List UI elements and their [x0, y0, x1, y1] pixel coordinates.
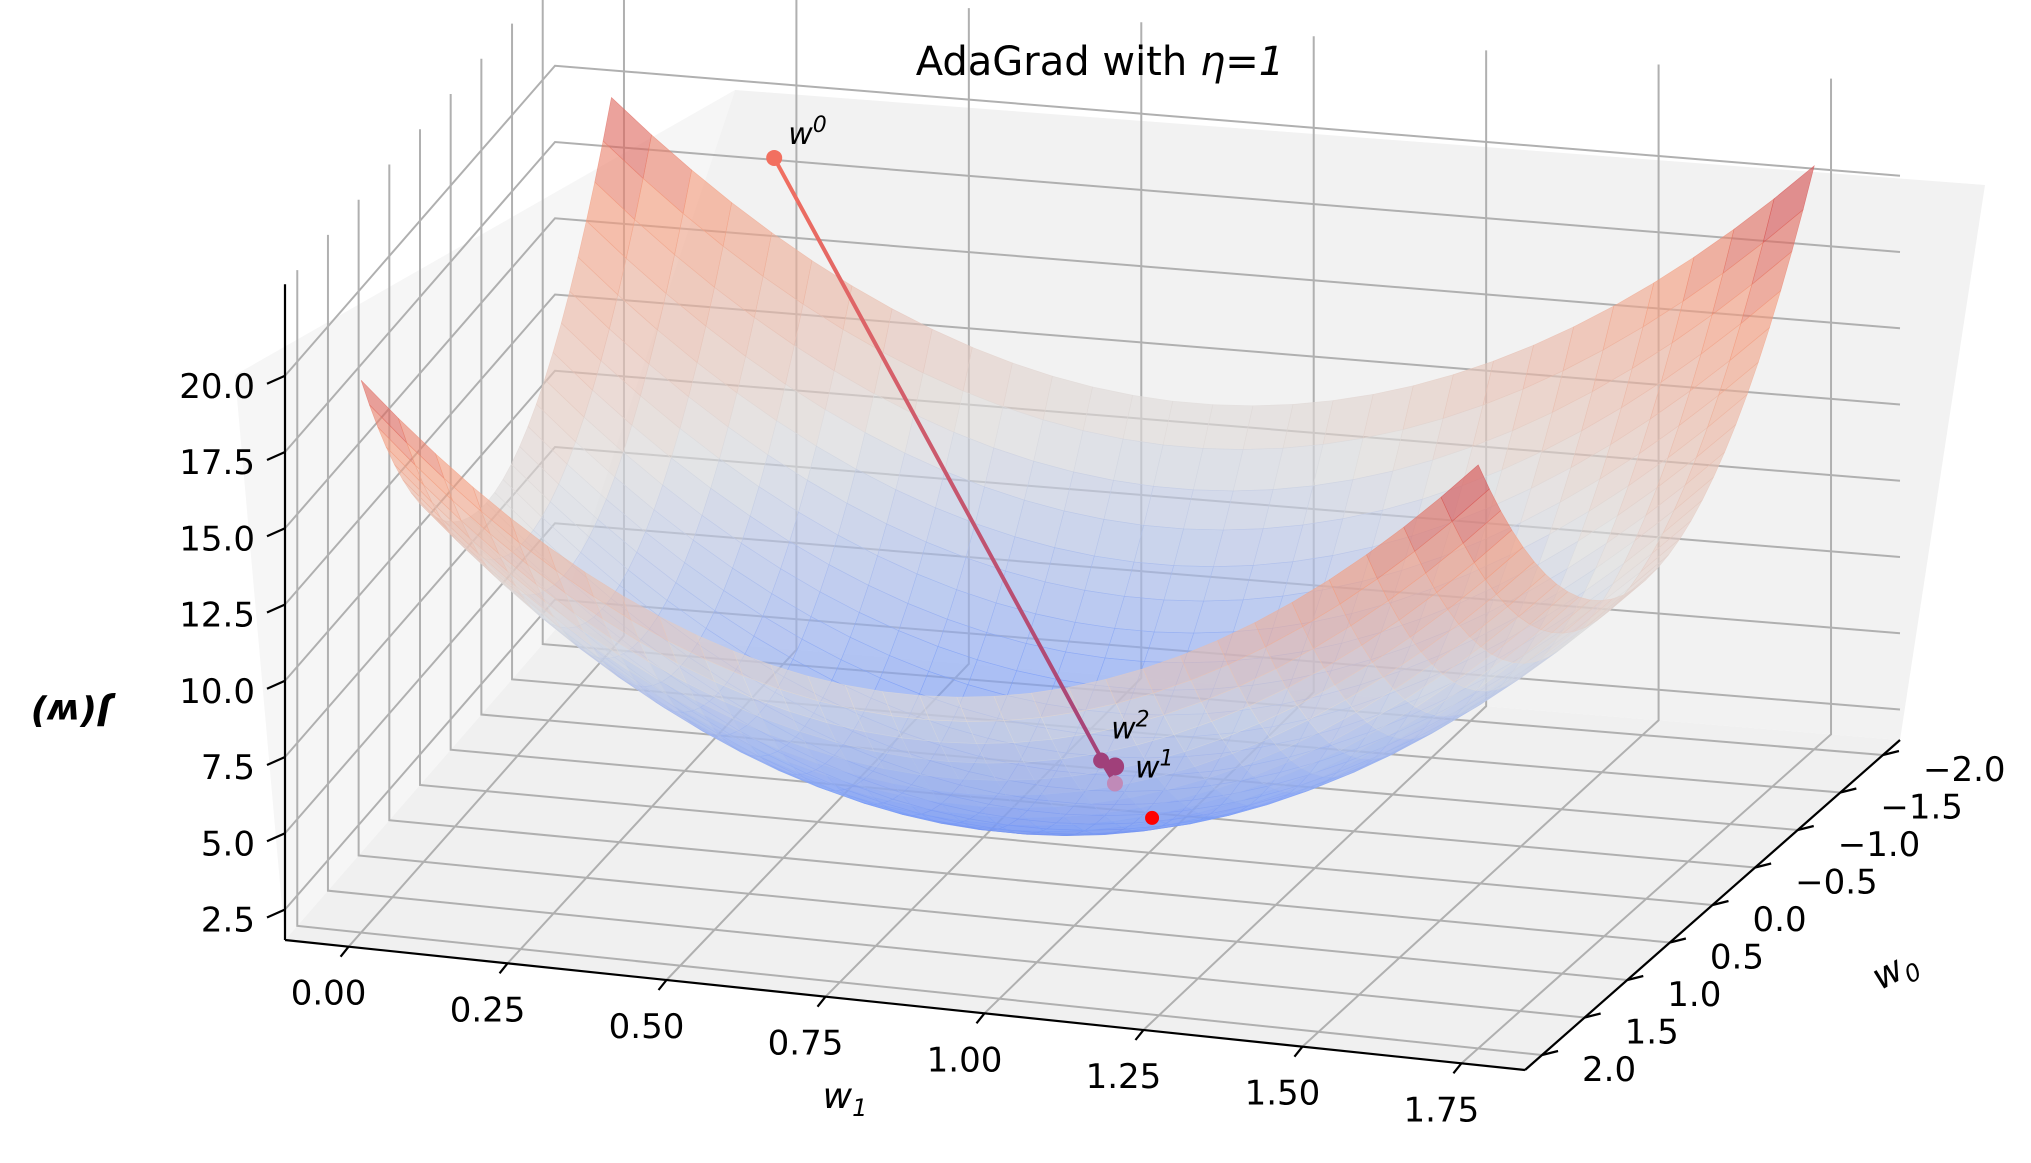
- y-axis-title: w0: [1865, 941, 1926, 1003]
- y-tick-label: 0.0: [1753, 900, 1807, 940]
- trajectory-point: [1106, 775, 1123, 792]
- y-tick-label: 1.5: [1625, 1013, 1679, 1053]
- z-tick-label: 2.5: [201, 901, 255, 941]
- y-tick: [1541, 1049, 1559, 1057]
- z-tick-label: 20.0: [179, 367, 255, 407]
- surface-patch: [1440, 464, 1490, 522]
- x-tick-label: 1.00: [927, 1040, 1003, 1080]
- z-tick: [266, 450, 286, 462]
- grid-line-w1: [1460, 78, 1833, 1065]
- y-tick: [1840, 787, 1857, 794]
- chart-title: AdaGrad with η=1: [916, 39, 1285, 85]
- grid-line-w0: [357, 199, 1628, 981]
- z-tick: [266, 679, 286, 690]
- z-axis-title: J(w): [30, 691, 116, 732]
- z-tick-label: 15.0: [179, 519, 255, 559]
- x-axis-title: w1: [823, 1076, 868, 1122]
- minimum-marker: [1145, 810, 1160, 825]
- grid-line-w0: [388, 164, 1670, 944]
- grid-line-w1: [1142, 50, 1488, 1031]
- y-tick: [1754, 862, 1772, 869]
- x-tick: [1452, 1062, 1463, 1075]
- trajectory-line: [772, 157, 1117, 785]
- z-tick-label: 7.5: [201, 748, 255, 788]
- x-tick-label: 0.00: [291, 974, 367, 1014]
- y-tick-label: −2.0: [1923, 750, 2006, 790]
- x-tick: [1293, 1045, 1304, 1058]
- x-tick-label: 1.75: [1404, 1090, 1480, 1130]
- grid-line-w0: [449, 94, 1756, 869]
- y-tick-label: 1.0: [1667, 975, 1721, 1015]
- y-tick: [1584, 1012, 1601, 1019]
- y-tick: [1712, 899, 1729, 907]
- trajectory-point: [1106, 757, 1125, 776]
- x-tick: [1134, 1029, 1145, 1041]
- grid-line-w0: [296, 270, 1543, 1056]
- x-tick: [657, 979, 668, 991]
- trajectory-point: [1093, 752, 1110, 769]
- y-tick: [1882, 749, 1900, 757]
- y-tick: [1669, 937, 1687, 944]
- z-tick: [266, 908, 286, 919]
- y-tick-label: −0.5: [1795, 863, 1878, 903]
- x-tick: [339, 945, 350, 958]
- y-tick: [1797, 824, 1814, 832]
- ticks: 0.00 0.25 0.50 0.75 1.00 1.25 1.50 1.75 −2.0−1.5…: [179, 367, 2005, 1131]
- grid-line-z: [284, 293, 1901, 606]
- trajectory-label: w2: [1111, 707, 1150, 746]
- floor-pane: [285, 630, 1900, 1070]
- trajectory-label: w0: [788, 113, 827, 152]
- x-tick-label: 1.50: [1245, 1074, 1321, 1114]
- x-tick: [975, 1012, 986, 1025]
- grid-line-w0: [511, 23, 1841, 794]
- z-tick-label: 12.5: [179, 596, 255, 636]
- z-tick: [266, 755, 286, 767]
- x-tick: [498, 962, 509, 975]
- x-tick-label: 1.25: [1086, 1057, 1162, 1097]
- grid-line-z: [284, 64, 1901, 377]
- y-tick: [1627, 974, 1644, 982]
- y-tick-label: −1.5: [1880, 788, 1963, 828]
- grid-line-w0: [326, 234, 1585, 1019]
- x-tick-label: 0.50: [609, 1007, 685, 1047]
- grid-line-z: [284, 140, 1901, 453]
- trajectory-point: [766, 149, 783, 166]
- z-tick: [266, 603, 286, 614]
- grid-line-w0: [480, 58, 1798, 831]
- x-tick-label: 0.25: [450, 990, 526, 1030]
- z-tick-label: 17.5: [179, 443, 255, 483]
- z-tick-label: 10.0: [179, 672, 255, 712]
- trajectory-label: w1: [1135, 746, 1174, 785]
- x-tick: [816, 995, 827, 1008]
- grid-line-w0: [419, 129, 1713, 906]
- y-tick-label: 2.0: [1582, 1050, 1636, 1090]
- y-tick-label: −1.0: [1838, 825, 1921, 865]
- z-tick: [266, 832, 286, 843]
- y-tick-label: 0.5: [1710, 938, 1764, 978]
- z-tick-label: 5.0: [201, 824, 255, 864]
- x-axis-line: [284, 938, 1526, 1072]
- x-tick-label: 0.75: [768, 1024, 844, 1064]
- z-tick: [266, 527, 286, 538]
- grid-line-z: [284, 217, 1901, 529]
- z-tick: [266, 374, 286, 385]
- loss-surface: [360, 96, 1815, 836]
